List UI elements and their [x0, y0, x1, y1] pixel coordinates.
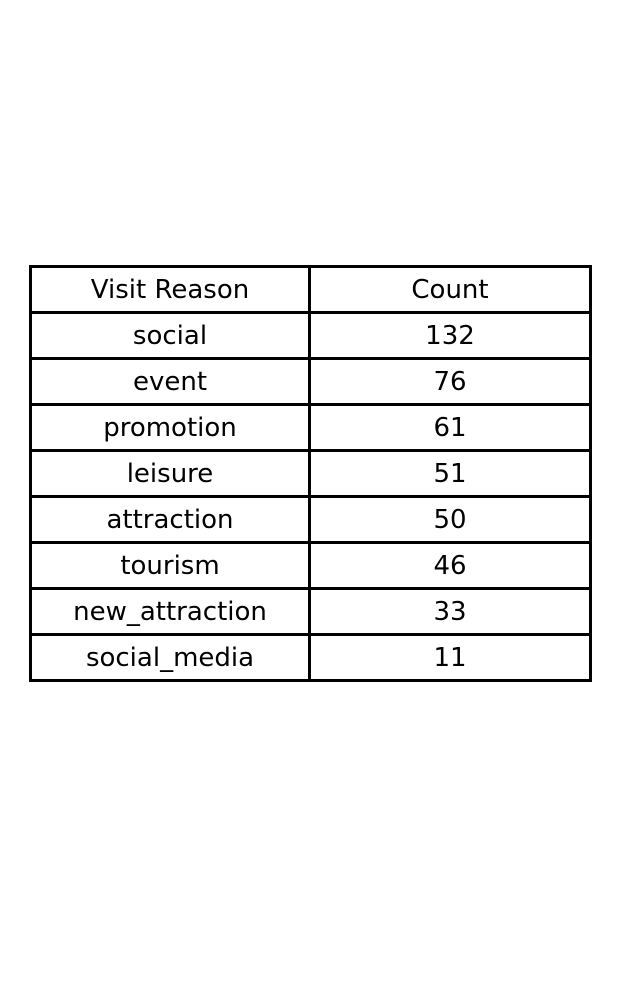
column-header-count: Count: [308, 265, 592, 314]
cell-count: 33: [308, 587, 592, 636]
cell-count: 51: [308, 449, 592, 498]
cell-visit-reason: event: [29, 357, 311, 406]
cell-count: 132: [308, 311, 592, 360]
table-row: tourism 46: [29, 541, 592, 590]
table-row: social_media 11: [29, 633, 592, 682]
table-row: social 132: [29, 311, 592, 360]
header-row: Visit Reason Count: [29, 265, 592, 314]
cell-visit-reason: social_media: [29, 633, 311, 682]
cell-visit-reason: tourism: [29, 541, 311, 590]
cell-visit-reason: new_attraction: [29, 587, 311, 636]
cell-count: 46: [308, 541, 592, 590]
cell-visit-reason: social: [29, 311, 311, 360]
cell-visit-reason: leisure: [29, 449, 311, 498]
cell-count: 11: [308, 633, 592, 682]
cell-count: 76: [308, 357, 592, 406]
table-row: event 76: [29, 357, 592, 406]
table-row: attraction 50: [29, 495, 592, 544]
cell-count: 50: [308, 495, 592, 544]
table-row: new_attraction 33: [29, 587, 592, 636]
table-row: leisure 51: [29, 449, 592, 498]
visit-reason-table: Visit Reason Count social 132 event 76 p…: [29, 265, 592, 682]
column-header-visit-reason: Visit Reason: [29, 265, 311, 314]
cell-count: 61: [308, 403, 592, 452]
table-row: promotion 61: [29, 403, 592, 452]
cell-visit-reason: attraction: [29, 495, 311, 544]
cell-visit-reason: promotion: [29, 403, 311, 452]
